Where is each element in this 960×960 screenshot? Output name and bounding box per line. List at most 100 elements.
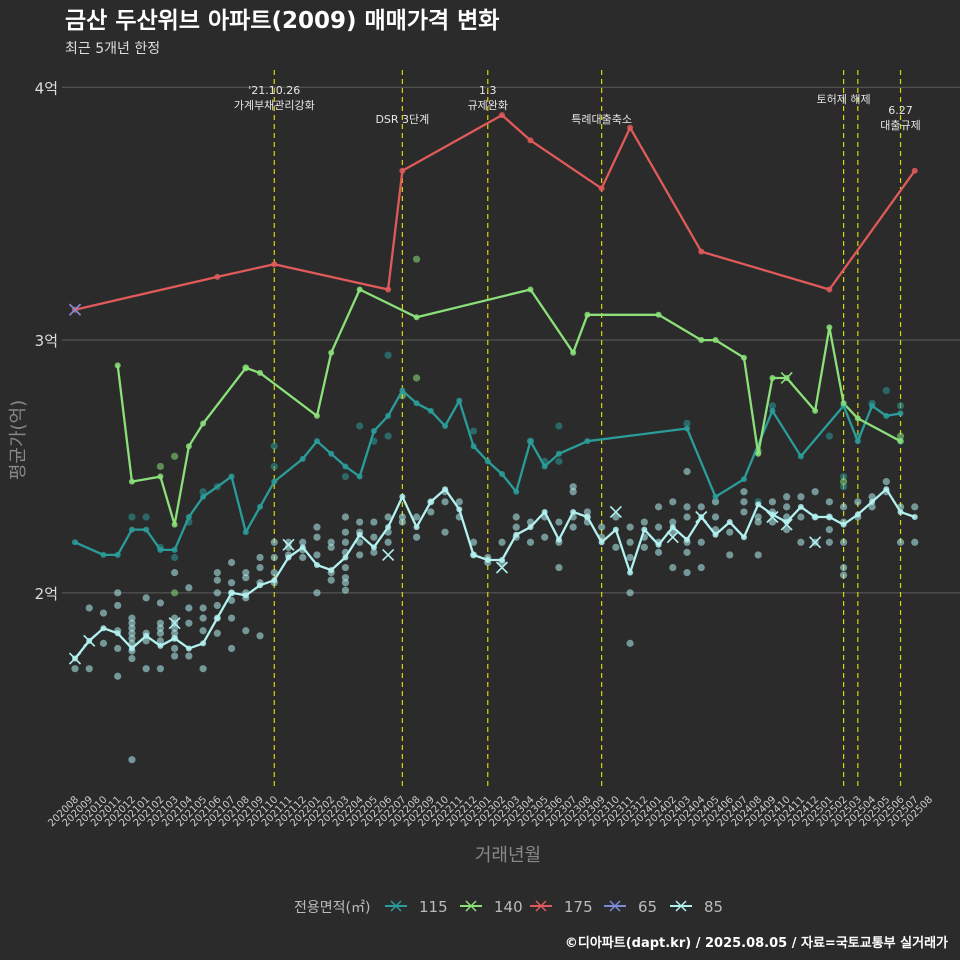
scatter-point-85: [384, 513, 392, 521]
series-point-140: [655, 311, 662, 318]
scatter-point-85: [612, 513, 620, 521]
series-point-85: [257, 582, 264, 589]
annotation-label: 토허제 해제: [817, 92, 871, 106]
series-point-85: [143, 632, 150, 639]
series-point-115: [484, 458, 491, 465]
y-tick-label: 4억: [35, 79, 58, 97]
cross-marker-85: [780, 518, 793, 531]
series-point-115: [157, 546, 164, 553]
series-point-140: [712, 337, 719, 344]
scatter-point-85: [669, 563, 677, 572]
series-point-115: [185, 514, 192, 520]
scatter-point-140: [171, 589, 179, 597]
series-point-140: [698, 337, 705, 344]
series-point-140: [200, 420, 207, 427]
scatter-point-85: [783, 526, 791, 534]
scatter-point-85: [256, 632, 264, 640]
series-point-140: [584, 311, 591, 318]
scatter-point-140: [840, 478, 848, 486]
scatter-point-85: [341, 579, 350, 587]
scatter-point-140: [896, 432, 905, 440]
scatter-point-85: [185, 619, 193, 627]
scatter-point-85: [156, 624, 164, 632]
series-point-140: [755, 450, 762, 457]
series-point-85: [399, 493, 406, 500]
scatter-point-85: [171, 569, 179, 577]
chart-caption: ©디아파트(dapt.kr) / 2025.08.05 / 자료=국토교통부 실…: [565, 935, 948, 951]
scatter-point-85: [583, 508, 592, 516]
series-point-85: [328, 567, 335, 574]
scatter-point-85: [370, 548, 378, 556]
series-point-85: [442, 486, 449, 493]
scatter-point-85: [242, 569, 250, 577]
scatter-point-85: [114, 644, 122, 653]
scatter-point-85: [213, 589, 221, 597]
scatter-point-115: [199, 488, 207, 496]
grid-lines: [62, 86, 960, 594]
legend-label-115: 115: [419, 898, 448, 916]
scatter-point-85: [783, 493, 791, 501]
scatter-point-85: [299, 553, 307, 562]
annotation-label: 대출규제: [880, 119, 920, 132]
scatter-point-85: [142, 665, 150, 673]
series-point-85: [655, 541, 662, 548]
scatter-point-85: [626, 553, 634, 562]
series-point-175: [627, 124, 634, 131]
series-point-85: [456, 506, 463, 513]
scatter-point-85: [768, 518, 777, 526]
annotation-label: 가계부채관리강화: [234, 99, 315, 112]
scatter-point-85: [171, 644, 179, 653]
series-point-115: [769, 407, 776, 414]
scatter-point-85: [156, 619, 164, 627]
series-point-115: [513, 488, 520, 495]
scatter-point-85: [740, 488, 748, 496]
scatter-point-115: [384, 432, 392, 440]
scatter-point-85: [341, 513, 350, 521]
scatter-point-85: [754, 518, 762, 526]
scatter-point-85: [911, 503, 919, 511]
scatter-point-85: [840, 571, 848, 579]
scatter-point-85: [868, 493, 876, 501]
scatter-point-85: [427, 508, 435, 516]
scatter-point-85: [654, 523, 663, 531]
scatter-point-115: [270, 462, 278, 471]
series-point-85: [200, 640, 207, 647]
scatter-point-85: [697, 563, 705, 572]
series-point-115: [313, 438, 320, 445]
scatter-point-85: [128, 634, 136, 642]
scatter-point-85: [683, 548, 691, 556]
series-point-115: [200, 493, 207, 500]
series-point-85: [214, 615, 221, 622]
series-point-85: [157, 642, 164, 649]
scatter-point-85: [868, 503, 876, 511]
cross-marker-85: [695, 510, 708, 524]
scatter-point-85: [697, 538, 705, 546]
legend-swatch-cross-175: [535, 900, 547, 912]
series-point-115: [271, 478, 278, 485]
scatter-point-85: [455, 498, 463, 506]
series-point-140: [242, 364, 249, 371]
scatter-point-85: [227, 558, 236, 567]
scatter-point-85: [156, 599, 164, 607]
series-point-85: [641, 526, 648, 533]
series-point-115: [356, 473, 363, 480]
series-point-85: [684, 536, 691, 543]
scatter-point-85: [654, 548, 663, 556]
scatter-point-85: [356, 538, 364, 546]
series-point-115: [555, 450, 562, 457]
scatter-point-85: [683, 569, 691, 577]
scatter-point-85: [711, 513, 720, 521]
scatter-point-85: [626, 639, 634, 647]
series-point-140: [740, 354, 747, 361]
scatter-point-85: [156, 629, 164, 637]
series-point-175: [399, 167, 406, 174]
scatter-point-85: [370, 533, 378, 541]
scatter-point-85: [341, 563, 350, 572]
series-point-115: [584, 438, 591, 445]
series-point-115: [427, 407, 434, 414]
series-point-115: [541, 463, 548, 470]
series-point-115: [385, 412, 392, 419]
series-point-115: [897, 410, 904, 417]
scatter-point-85: [327, 576, 335, 584]
scatter-point-85: [626, 523, 634, 531]
